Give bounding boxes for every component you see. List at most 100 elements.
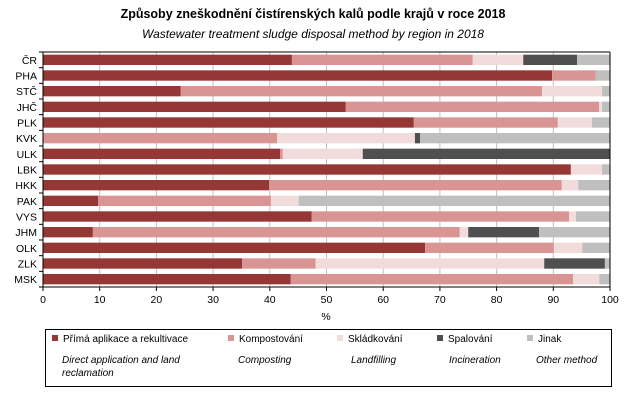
legend-label-en: Landfilling [351,355,397,366]
bar-segment [43,211,312,222]
bar-segment [291,54,473,66]
y-tick-label: JHČ [17,101,38,114]
bar-segment [280,148,283,160]
bar-segment [577,54,610,66]
bar-segment [97,195,271,207]
bar-segment [582,242,610,254]
bar-segment [43,258,243,269]
bar-segment [345,101,600,113]
bar-segment [573,273,600,285]
legend-swatch [52,335,58,341]
bar-segment [270,195,299,207]
legend-label-en: Direct application and land reclamation [62,355,180,379]
legend-label-en: Other method [536,355,598,366]
x-tick-label: 30 [207,294,219,306]
bar-segment [43,70,553,81]
bar-segment [43,85,181,97]
bar-segment [43,101,346,113]
y-tick-label: PAK [17,196,37,208]
bar-segment [277,132,415,144]
bar-segment [43,132,278,144]
legend-swatch [337,335,343,341]
bar-segment [92,226,460,238]
legend: Přímá aplikace a rekultivace Direct appl… [45,329,612,387]
bar-segment [269,179,562,191]
bar-segment [43,242,426,254]
chart-subtitle: Wastewater treatment sludge disposal met… [142,27,484,41]
y-tick-label: LBK [17,165,37,177]
bar-segment [43,273,291,285]
bar-segment [43,195,98,207]
y-tick-label: ČR [22,54,38,67]
y-tick-label: PLK [17,118,37,130]
legend-label-en: Incineration [449,355,501,366]
bar-segment [602,101,610,113]
y-tick-label: HKK [15,180,37,192]
bar-segment [599,273,610,285]
x-axis-label: % [321,311,330,323]
bar-segment [552,70,596,81]
bar-segment [595,70,610,81]
bar-segment [43,117,414,128]
y-tick-labels: ČR PHA STČ JHČ PLK KVK ULK LBK HKK PAK VYS JHM OLK ZL… [14,54,37,286]
axes [39,51,611,291]
x-tick-label: 40 [264,294,276,306]
bar-segment [43,148,281,160]
bar-segment [362,148,610,160]
bar-segment [43,164,571,175]
legend-swatch [228,335,234,341]
y-tick-label: JHM [15,227,37,239]
bar-segment [468,226,540,238]
bar-segment [242,258,316,269]
bar-segment [472,54,524,66]
bar-segment [599,101,603,113]
bar-segment [602,164,610,175]
chart-plot: ČR PHA STČ JHČ PLK KVK ULK LBK HKK PAK VYS JHM OLK ZL… [14,51,619,323]
y-tick-label: ZLK [18,259,37,271]
x-tick-labels: 0 10 20 30 40 50 60 70 80 90 100 [40,294,619,306]
legend-label: Kompostování [239,334,303,345]
legend-swatch [527,335,533,341]
bar-segment [290,273,574,285]
legend-item-other: Jinak [527,334,561,345]
bar-segment [298,195,610,207]
y-tick-label: ULK [17,149,37,161]
x-tick-label: 50 [321,294,333,306]
x-tick-label: 100 [601,294,619,306]
bar-segment [553,242,583,254]
x-tick-label: 60 [377,294,389,306]
y-tick-label: KVK [16,133,37,145]
x-tick-label: 20 [151,294,163,306]
bar-segment [413,117,558,128]
bar-segment [43,226,93,238]
y-tick-label: STČ [16,85,37,98]
legend-label: Spalování [448,334,493,345]
bar-segment [602,85,610,97]
legend-item-composting: Kompostování [228,334,303,345]
x-tick-label: 80 [491,294,503,306]
bar-segment [414,132,421,144]
x-tick-label: 70 [434,294,446,306]
bar-segment [604,258,610,269]
bar-segment [539,226,610,238]
legend-swatch [437,335,443,341]
x-tick-label: 90 [547,294,559,306]
y-tick-label: VYS [16,212,37,224]
bar-segment [557,117,592,128]
legend-item-direct-application: Přímá aplikace a rekultivace [52,334,188,345]
bar-segment [570,164,603,175]
legend-item-landfilling: Skládkování [337,334,402,345]
legend-label: Skládkování [348,334,403,345]
legend-label: Jinak [538,334,562,345]
bar-segment [569,211,576,222]
bar-segment [459,226,469,238]
legend-label: Přímá aplikace a rekultivace [63,334,189,345]
y-tick-label: OLK [16,243,37,255]
bar-segment [315,258,545,269]
x-tick-label: 0 [40,294,46,306]
bar-segment [43,179,270,191]
bar-segment [425,242,554,254]
bar-segment [43,54,292,66]
y-tick-label: MSK [14,274,37,286]
legend-label-en: Composting [238,355,292,366]
